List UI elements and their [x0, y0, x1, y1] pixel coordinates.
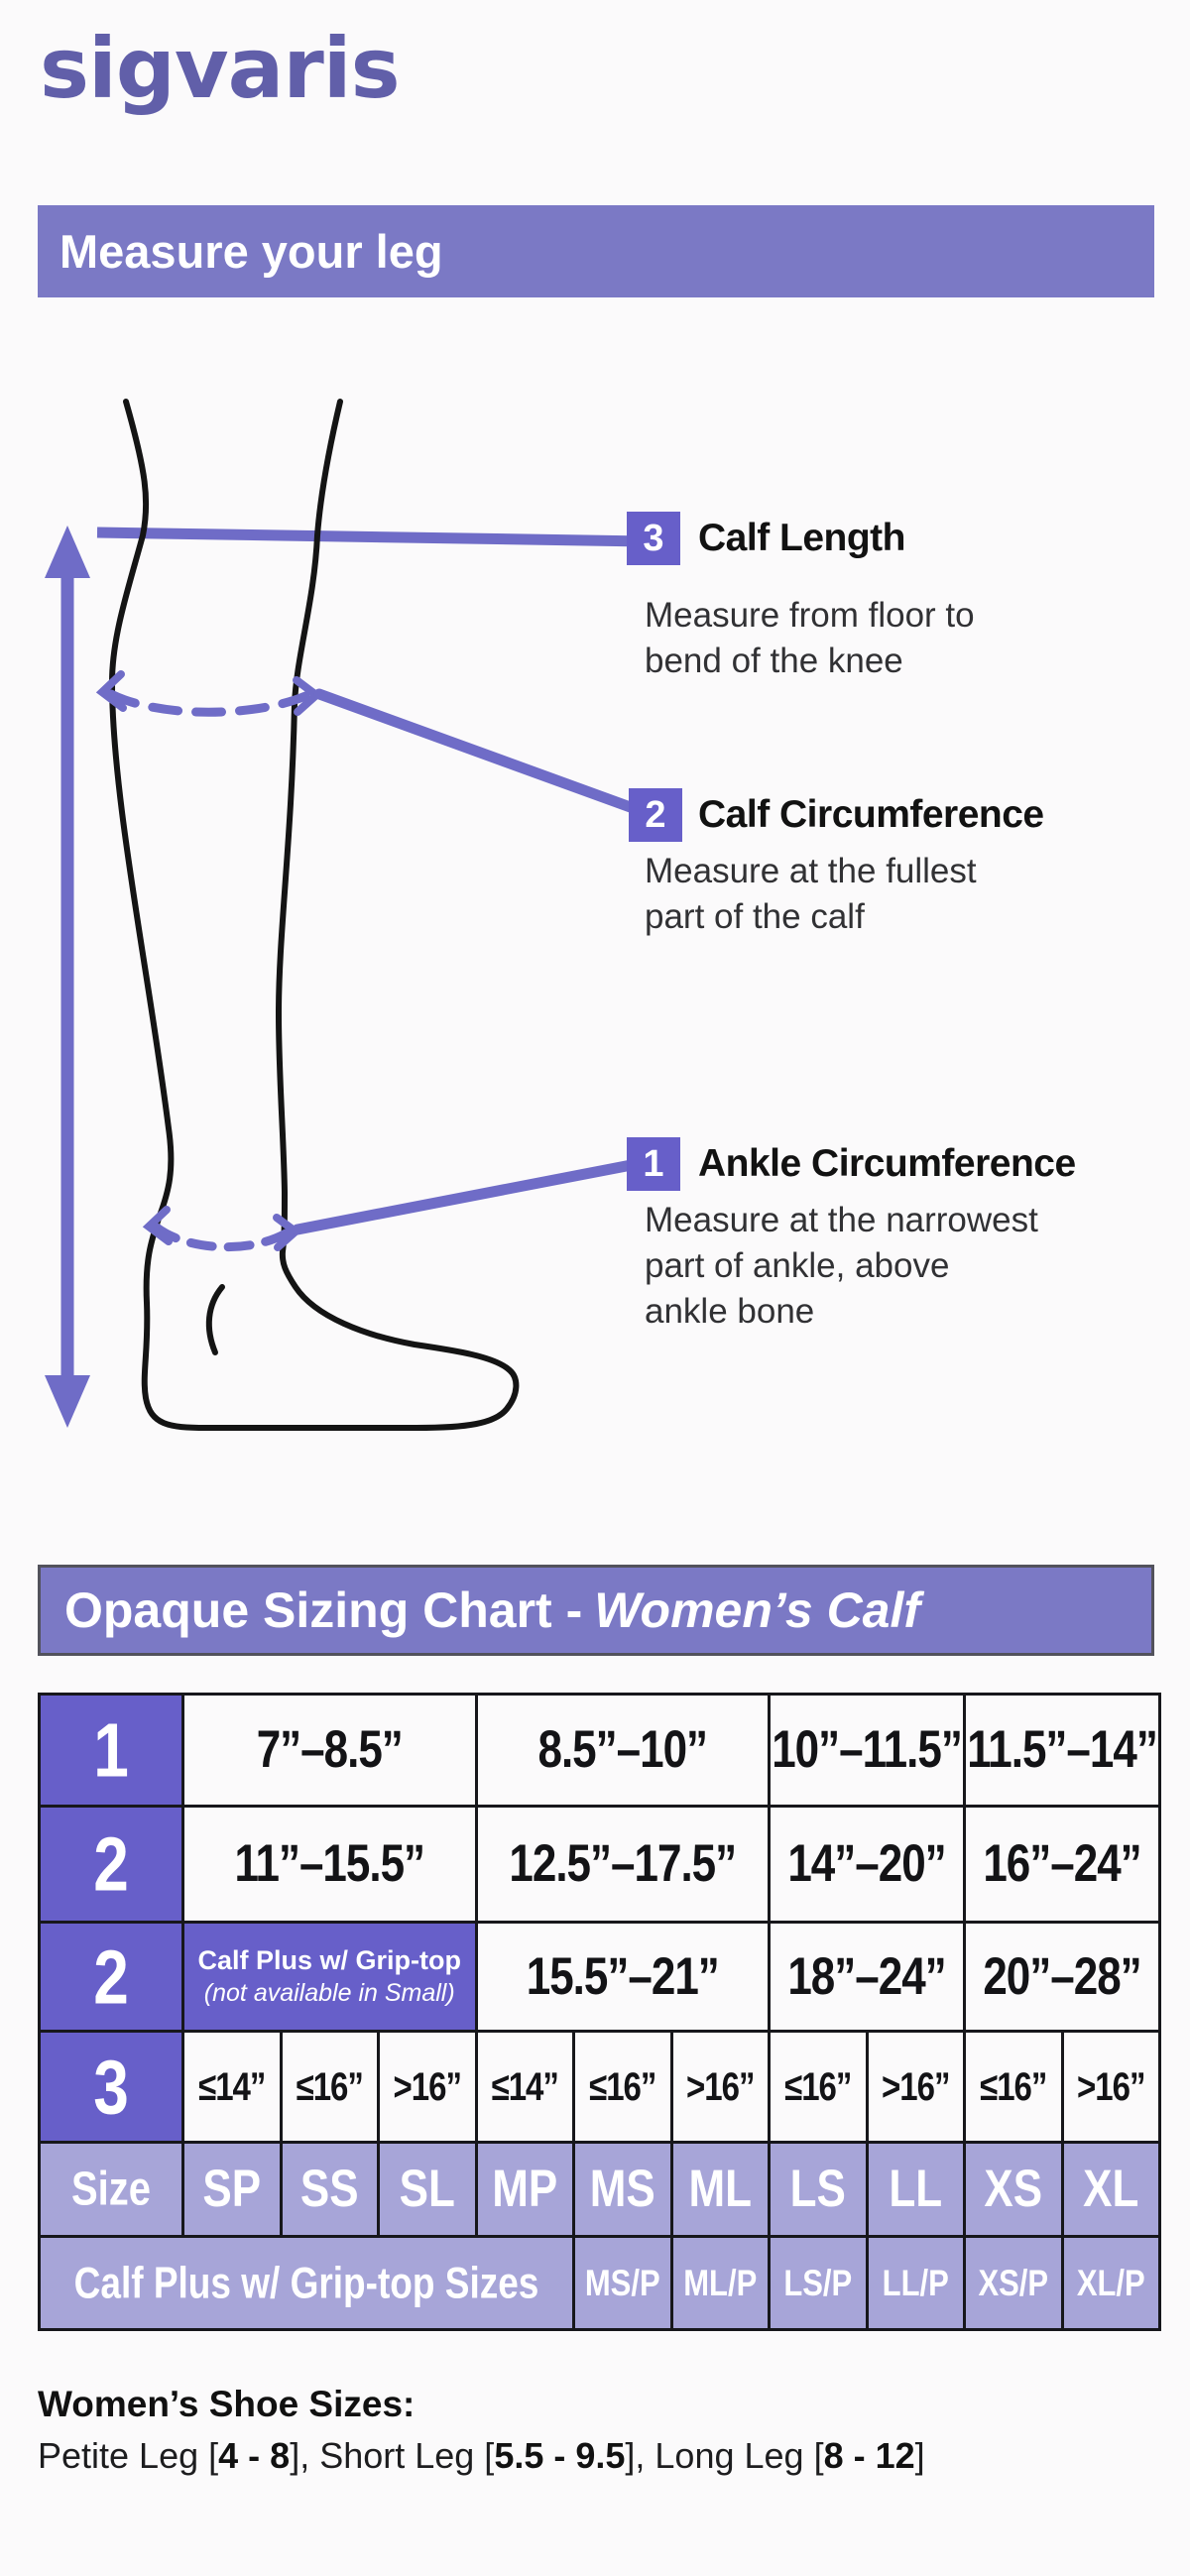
callout-3-desc-line1: Measure from floor to — [645, 596, 975, 635]
ankle-circumference-dashes — [142, 1156, 653, 1252]
shoe-sizes-heading: Women’s Shoe Sizes: — [38, 2384, 416, 2424]
size-cell: MS — [572, 2141, 673, 2238]
callout-1-description: Measure at the narrowest part of ankle, … — [645, 1198, 1038, 1335]
range-cell: 15.5”–21” — [474, 1921, 772, 2033]
range-cell: ≤14” — [474, 2030, 576, 2144]
table-row-grip-top-sizes: Calf Plus w/ Grip-top Sizes MS/P ML/P LS… — [37, 2235, 1162, 2331]
row-header-cell: 3 — [38, 2030, 184, 2144]
grip-size-cell: LS/P — [768, 2235, 869, 2331]
range-cell: 14”–20” — [768, 1805, 967, 1924]
ankle-bone-mark — [205, 1284, 225, 1355]
calf-plus-note-line2: (not available in Small) — [203, 1978, 455, 2007]
callout-1-title: Ankle Circumference — [698, 1142, 1076, 1185]
size-cell: MP — [474, 2141, 576, 2238]
grip-size-cell: XS/P — [963, 2235, 1064, 2331]
callout-2-desc-line1: Measure at the fullest — [645, 852, 977, 890]
range-cell: ≤14” — [181, 2030, 283, 2144]
range-cell: ≤16” — [768, 2030, 869, 2144]
sizing-chart-header: Opaque Sizing Chart - Women’s Calf — [38, 1565, 1154, 1656]
calf-plus-note-cell: Calf Plus w/ Grip-top (not available in … — [181, 1921, 478, 2033]
range-cell: 11”–15.5” — [181, 1805, 478, 1924]
range-cell: ≤16” — [963, 2030, 1064, 2144]
shoe-seg2: ], Short Leg [ — [290, 2435, 495, 2476]
callout-2-badge: 2 — [629, 788, 682, 842]
knee-line — [96, 527, 648, 547]
table-row-calf: 2 11”–15.5” 12.5”–17.5” 14”–20” 16”–24” — [38, 1805, 1162, 1924]
size-cell: LL — [865, 2141, 967, 2238]
row-header-cell: 2 — [38, 1805, 184, 1924]
size-cell: SS — [279, 2141, 380, 2238]
size-cell: ML — [669, 2141, 772, 2238]
calf-circumference-dashes — [95, 670, 653, 819]
leg-measurement-diagram: 3 Calf Length Measure from floor to bend… — [0, 377, 1190, 1567]
range-cell: >16” — [865, 2030, 967, 2144]
calf-plus-note-line1: Calf Plus w/ Grip-top — [197, 1945, 462, 1975]
table-row-sizes: Size SP SS SL MP MS ML LS LL XS XL — [38, 2141, 1162, 2238]
calf-length-arrow — [45, 526, 90, 1428]
opaque-sizing-table: 1 7”–8.5” 8.5”–10” 10”–11.5” 11.5”–14” 2… — [37, 1693, 1162, 2331]
grip-size-cell: ML/P — [669, 2235, 772, 2331]
shoe-short-range: 5.5 - 9.5 — [494, 2435, 626, 2476]
range-cell: >16” — [377, 2030, 478, 2144]
sizing-chart-title: Opaque Sizing Chart - — [64, 1582, 583, 1638]
callout-3-description: Measure from floor to bend of the knee — [645, 593, 975, 684]
range-cell: 20”–28” — [963, 1921, 1162, 2033]
shoe-seg4: ] — [914, 2435, 925, 2476]
callout-3-desc-line2: bend of the knee — [645, 642, 903, 680]
range-cell: ≤16” — [572, 2030, 673, 2144]
range-cell: 8.5”–10” — [474, 1693, 772, 1808]
grip-size-cell: XL/P — [1060, 2235, 1162, 2331]
measure-section-title: Measure your leg — [60, 225, 443, 278]
shoe-long-range: 8 - 12 — [823, 2435, 915, 2476]
range-cell: >16” — [669, 2030, 772, 2144]
callout-1-desc-line2: part of ankle, above — [645, 1246, 950, 1285]
size-cell: SL — [377, 2141, 478, 2238]
leg-outline — [108, 399, 520, 1431]
callout-1-badge: 1 — [627, 1137, 680, 1191]
range-cell: >16” — [1060, 2030, 1162, 2144]
arrowhead-up-icon — [45, 526, 90, 578]
shoe-seg3: ], Long Leg [ — [625, 2435, 824, 2476]
shoe-sizes-text: Petite Leg [4 - 8], Short Leg [5.5 - 9.5… — [38, 2435, 925, 2477]
grip-top-sizes-label: Calf Plus w/ Grip-top Sizes — [37, 2235, 576, 2331]
row-header-cell: 2 — [38, 1921, 184, 2033]
shoe-seg1: Petite Leg [ — [38, 2435, 219, 2476]
range-cell: 7”–8.5” — [181, 1693, 478, 1808]
range-cell: 10”–11.5” — [768, 1693, 967, 1808]
table-row-calf-length: 3 ≤14” ≤16” >16” ≤14” ≤16” >16” ≤16” >16… — [38, 2030, 1162, 2144]
range-cell: 11.5”–14” — [963, 1693, 1162, 1808]
table-row-ankle: 1 7”–8.5” 8.5”–10” 10”–11.5” 11.5”–14” — [38, 1693, 1162, 1808]
sigvaris-logo: sigvaris — [40, 20, 401, 117]
callout-3-badge: 3 — [627, 512, 680, 565]
measure-section-header: Measure your leg — [38, 205, 1154, 297]
callout-2-description: Measure at the fullest part of the calf — [645, 849, 977, 940]
size-cell: XL — [1060, 2141, 1162, 2238]
range-cell: ≤16” — [279, 2030, 380, 2144]
shoe-petite-range: 4 - 8 — [218, 2435, 291, 2476]
size-row-header: Size — [38, 2141, 184, 2238]
sizing-chart-title-italic: Women’s Calf — [594, 1582, 921, 1638]
size-cell: LS — [768, 2141, 869, 2238]
grip-size-cell: LL/P — [865, 2235, 967, 2331]
callout-2-title: Calf Circumference — [698, 793, 1044, 836]
callout-2-desc-line2: part of the calf — [645, 897, 865, 936]
size-cell: SP — [181, 2141, 283, 2238]
arrowhead-down-icon — [45, 1375, 90, 1428]
callout-1-desc-line1: Measure at the narrowest — [645, 1201, 1038, 1239]
leg-illustration-svg — [45, 399, 653, 1431]
range-cell: 18”–24” — [768, 1921, 967, 2033]
size-cell: XS — [963, 2141, 1064, 2238]
range-cell: 12.5”–17.5” — [474, 1805, 772, 1924]
grip-size-cell: MS/P — [572, 2235, 673, 2331]
callout-3-title: Calf Length — [698, 517, 905, 559]
range-cell: 16”–24” — [963, 1805, 1162, 1924]
row-header-cell: 1 — [38, 1693, 184, 1808]
table-row-calf-plus: 2 Calf Plus w/ Grip-top (not available i… — [38, 1921, 1162, 2033]
callout-1-desc-line3: ankle bone — [645, 1292, 815, 1331]
